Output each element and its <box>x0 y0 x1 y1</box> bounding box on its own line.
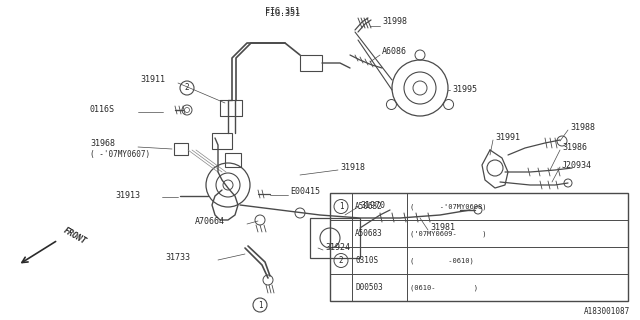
Text: 31911: 31911 <box>140 76 165 84</box>
Text: A70664: A70664 <box>195 218 225 227</box>
Text: E00415: E00415 <box>290 188 320 196</box>
Text: FIG.351: FIG.351 <box>266 10 301 19</box>
Text: (        -0610): ( -0610) <box>410 257 474 264</box>
Text: A50683: A50683 <box>355 229 383 238</box>
Text: 31998: 31998 <box>382 18 407 27</box>
Bar <box>330 193 628 301</box>
Text: 31981: 31981 <box>430 223 455 233</box>
Text: J20934: J20934 <box>562 161 592 170</box>
Text: 31995: 31995 <box>452 85 477 94</box>
Text: ('07MY0609-      ): ('07MY0609- ) <box>410 230 486 237</box>
Text: D00503: D00503 <box>355 283 383 292</box>
Text: 31991: 31991 <box>495 133 520 142</box>
Text: 31913: 31913 <box>115 190 140 199</box>
Text: 1: 1 <box>258 300 262 309</box>
Text: 31970: 31970 <box>360 201 385 210</box>
Text: 2: 2 <box>339 256 343 265</box>
Text: 0116S: 0116S <box>90 106 115 115</box>
Text: 1: 1 <box>339 202 343 211</box>
Bar <box>300 55 322 71</box>
Bar <box>212 133 232 149</box>
Text: ( -'07MY0607): ( -'07MY0607) <box>90 149 150 158</box>
Text: 0310S: 0310S <box>355 256 378 265</box>
Bar <box>225 153 241 167</box>
Text: A50632: A50632 <box>355 202 383 211</box>
Text: FRONT: FRONT <box>62 226 88 246</box>
Text: 31918: 31918 <box>340 164 365 172</box>
Text: (      -'07MY0608): ( -'07MY0608) <box>410 203 486 210</box>
Text: A183001087: A183001087 <box>584 308 630 316</box>
Text: 2: 2 <box>185 84 189 92</box>
Bar <box>174 143 188 155</box>
Text: (0610-         ): (0610- ) <box>410 284 478 291</box>
Text: 31988: 31988 <box>570 124 595 132</box>
Bar <box>310 218 360 258</box>
Text: A6086: A6086 <box>382 47 407 57</box>
Text: 31924: 31924 <box>325 244 350 252</box>
Text: 31986: 31986 <box>562 143 587 153</box>
Text: 31968: 31968 <box>90 139 115 148</box>
Text: 31733: 31733 <box>165 252 190 261</box>
Text: FIG.351: FIG.351 <box>266 7 301 17</box>
